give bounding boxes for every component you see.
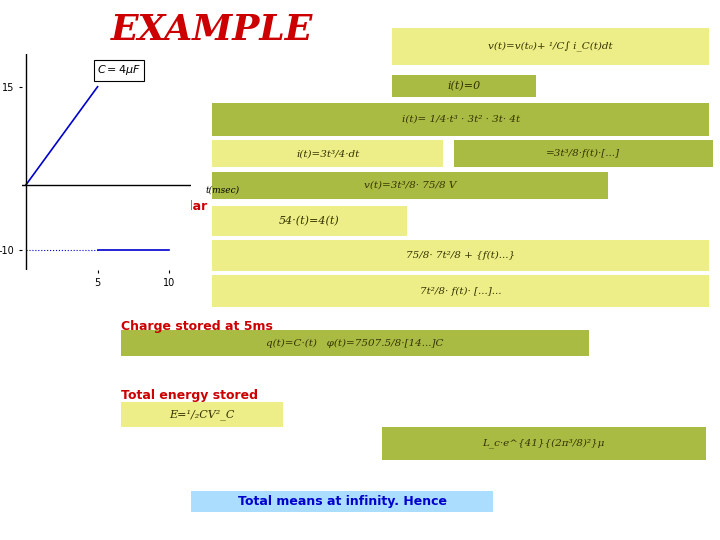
Text: 75/8· 7t²/8 + {f(t)...}: 75/8· 7t²/8 + {f(t)...} <box>406 251 516 260</box>
Text: In particular: In particular <box>121 200 207 213</box>
Text: EXAMPLE: EXAMPLE <box>112 14 313 48</box>
FancyBboxPatch shape <box>121 330 589 356</box>
FancyBboxPatch shape <box>454 140 713 167</box>
Text: 7t²/8· f(t)· [...]...: 7t²/8· f(t)· [...]... <box>420 287 502 295</box>
Text: v(t)=3t³/8· 75/8 V: v(t)=3t³/8· 75/8 V <box>364 181 456 190</box>
Text: Total energy stored: Total energy stored <box>121 389 258 402</box>
Text: q(t)=C·(t)   φ(t)=7507.5/8·[14...]C: q(t)=C·(t) φ(t)=7507.5/8·[14...]C <box>266 339 444 348</box>
Text: E=¹/₂CV²_C: E=¹/₂CV²_C <box>169 409 235 420</box>
FancyBboxPatch shape <box>212 140 443 167</box>
Text: i(t)= 1/4·t³ · 3t² · 3t· 4t: i(t)= 1/4·t³ · 3t² · 3t· 4t <box>402 115 520 124</box>
Text: i(t)=3t³/4·dt: i(t)=3t³/4·dt <box>296 150 359 158</box>
Text: L_c·e^{41}{(2π³/8)²}μ: L_c·e^{41}{(2π³/8)²}μ <box>482 438 605 448</box>
FancyBboxPatch shape <box>382 427 706 460</box>
Text: Charge stored at 5ms: Charge stored at 5ms <box>121 320 273 333</box>
FancyBboxPatch shape <box>212 103 709 136</box>
Text: Total means at infinity. Hence: Total means at infinity. Hence <box>238 495 446 508</box>
FancyBboxPatch shape <box>191 491 493 512</box>
FancyBboxPatch shape <box>212 206 407 236</box>
Text: i(t)=0: i(t)=0 <box>448 80 481 91</box>
FancyBboxPatch shape <box>392 28 709 65</box>
FancyBboxPatch shape <box>212 172 608 199</box>
FancyBboxPatch shape <box>121 402 283 427</box>
Text: =3t³/8·f(t)·[...]: =3t³/8·f(t)·[...] <box>546 150 620 158</box>
FancyBboxPatch shape <box>212 240 709 271</box>
Text: t(msec): t(msec) <box>205 186 239 195</box>
FancyBboxPatch shape <box>392 75 536 97</box>
Text: 54·(t)=4(t): 54·(t)=4(t) <box>279 216 340 226</box>
Text: v(t)=v(t₀)+ ¹/C∫ i_C(t)dt: v(t)=v(t₀)+ ¹/C∫ i_C(t)dt <box>488 41 613 52</box>
FancyBboxPatch shape <box>212 275 709 307</box>
Text: $C = 4\mu F$: $C = 4\mu F$ <box>97 63 141 77</box>
